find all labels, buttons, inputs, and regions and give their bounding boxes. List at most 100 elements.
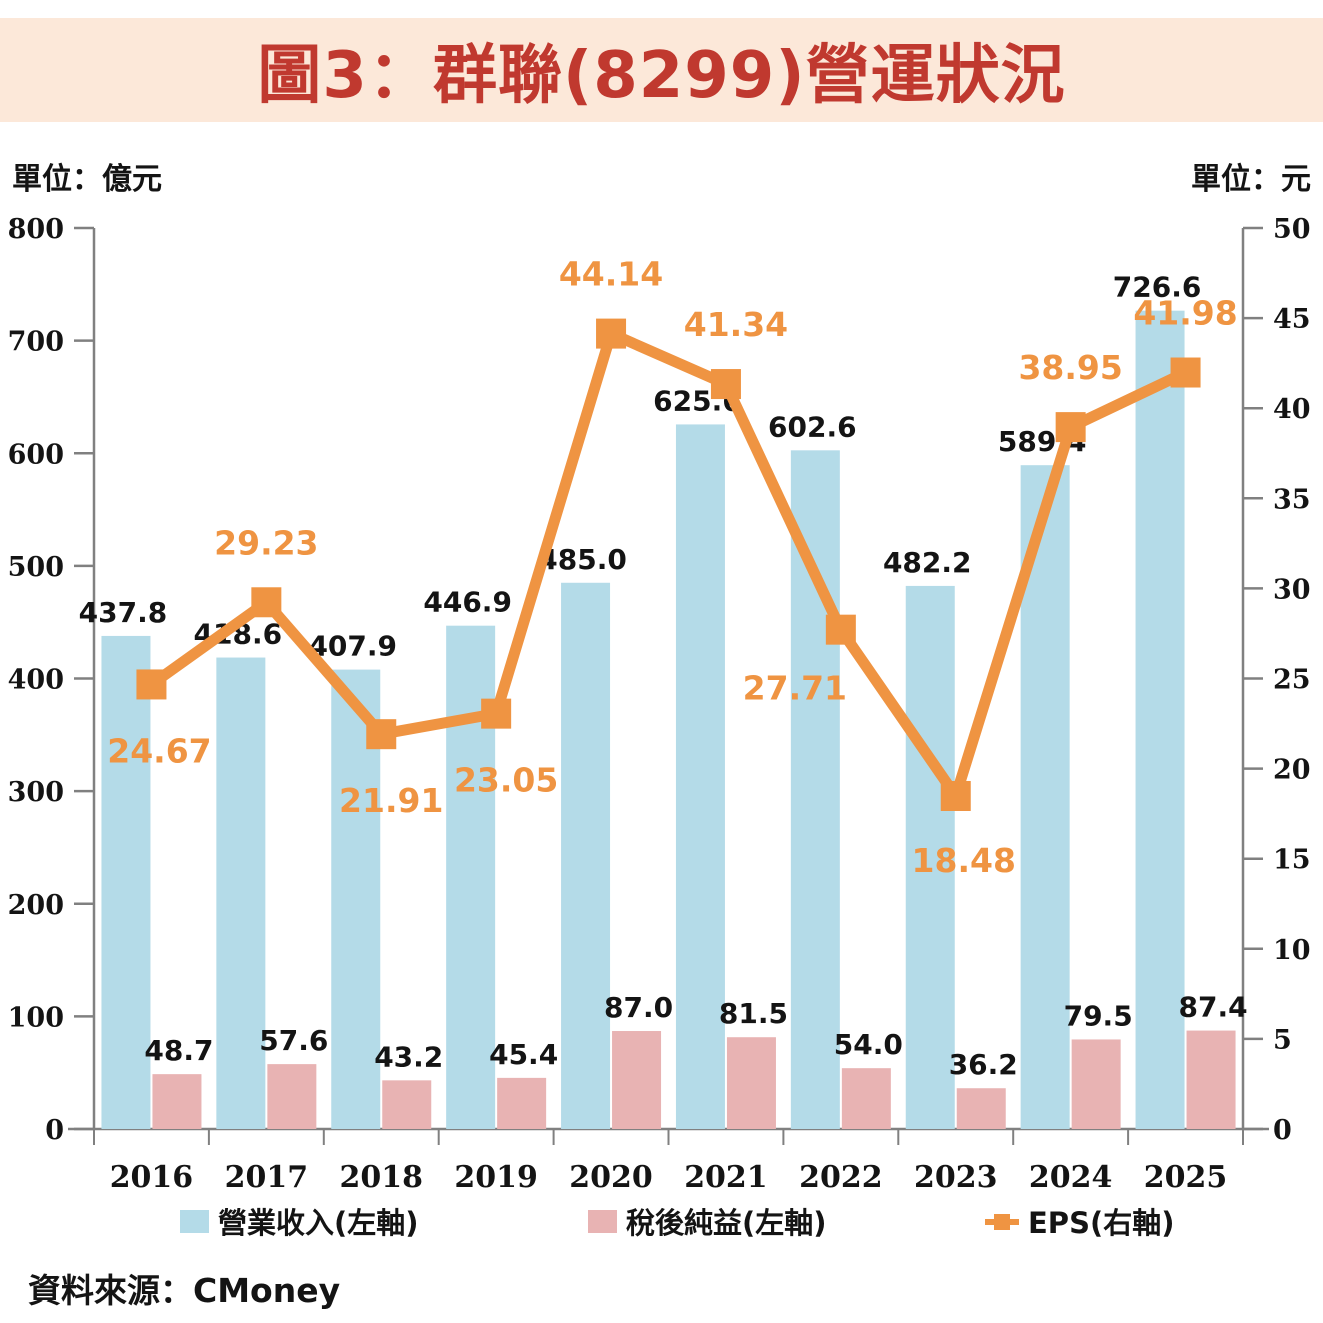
y-axis-tick-label: 800 bbox=[8, 214, 64, 245]
bar-revenue bbox=[905, 585, 955, 1129]
bar-label-revenue: 446.9 bbox=[423, 586, 512, 619]
eps-marker bbox=[136, 669, 167, 700]
y2-axis-tick-label: 30 bbox=[1273, 574, 1311, 605]
bar-revenue bbox=[101, 635, 151, 1129]
bar-revenue bbox=[561, 582, 611, 1129]
bar-netincome bbox=[841, 1068, 891, 1129]
bar-revenue bbox=[216, 657, 266, 1129]
x-axis-tick-label: 2017 bbox=[225, 1160, 309, 1195]
bar-label-revenue: 602.6 bbox=[768, 410, 857, 443]
bar-revenue bbox=[790, 450, 840, 1129]
legend-label-eps: EPS(右軸) bbox=[1028, 1206, 1175, 1240]
bar-label-revenue: 625.6 bbox=[653, 384, 742, 417]
bar-netincome bbox=[152, 1074, 202, 1129]
legend-item-eps[interactable]: EPS(右軸) bbox=[985, 1200, 1174, 1242]
y2-axis-tick-label: 40 bbox=[1273, 394, 1311, 425]
x-axis-tick-label: 2025 bbox=[1144, 1160, 1228, 1195]
bar-netincome bbox=[612, 1031, 662, 1129]
y2-axis-tick-label: 15 bbox=[1273, 845, 1311, 876]
y-axis-tick-label: 400 bbox=[8, 665, 64, 696]
bar-label-netincome: 87.0 bbox=[604, 991, 673, 1024]
bar-netincome bbox=[1071, 1039, 1121, 1129]
y2-axis-tick-label: 35 bbox=[1273, 484, 1311, 515]
bar-netincome bbox=[1186, 1030, 1236, 1129]
y2-axis-tick-label: 20 bbox=[1273, 755, 1311, 786]
bar-label-revenue: 418.6 bbox=[194, 618, 283, 651]
bar-label-netincome: 48.7 bbox=[144, 1034, 213, 1067]
right-axis-unit-label: 單位：元 bbox=[1191, 162, 1311, 197]
eps-marker bbox=[481, 698, 512, 729]
bar-revenue bbox=[675, 424, 725, 1130]
eps-value-label: 27.71 bbox=[743, 669, 847, 708]
eps-marker bbox=[251, 587, 282, 618]
eps-value-label: 44.14 bbox=[559, 255, 663, 294]
eps-marker bbox=[1170, 357, 1201, 388]
legend-swatch-netincome-icon bbox=[588, 1209, 617, 1233]
title-band bbox=[0, 18, 1323, 122]
bar-label-netincome: 79.5 bbox=[1064, 999, 1133, 1032]
x-axis-tick-label: 2023 bbox=[914, 1160, 998, 1195]
page-title: 圖3：群聯(8299)營運狀況 bbox=[257, 39, 1066, 113]
legend-item-netincome[interactable]: 稅後純益(左軸) bbox=[588, 1200, 827, 1242]
bar-label-netincome: 45.4 bbox=[489, 1038, 558, 1071]
x-axis-tick-label: 2022 bbox=[799, 1160, 883, 1195]
y-axis-tick-label: 100 bbox=[8, 1002, 64, 1033]
eps-value-label: 18.48 bbox=[912, 841, 1016, 880]
eps-marker bbox=[366, 719, 397, 750]
x-axis-tick-label: 2024 bbox=[1029, 1160, 1113, 1195]
bar-label-netincome: 54.0 bbox=[834, 1028, 903, 1061]
eps-value-label: 41.98 bbox=[1133, 294, 1237, 333]
bar-label-netincome: 81.5 bbox=[719, 997, 788, 1030]
eps-value-label: 21.91 bbox=[339, 781, 443, 820]
bar-netincome bbox=[726, 1037, 776, 1129]
bar-label-netincome: 43.2 bbox=[374, 1040, 443, 1073]
bar-netincome bbox=[497, 1077, 547, 1129]
eps-line bbox=[145, 328, 1192, 802]
x-axis-tick-label: 2020 bbox=[569, 1160, 653, 1195]
eps-value-label: 29.23 bbox=[214, 523, 318, 562]
bar-revenue bbox=[446, 625, 496, 1129]
legend-item-revenue[interactable]: 營業收入(左軸) bbox=[180, 1200, 419, 1242]
eps-marker bbox=[1055, 412, 1086, 443]
bar-label-revenue: 589.4 bbox=[998, 425, 1087, 458]
source-note: 資料來源：CMoney bbox=[28, 1271, 341, 1310]
bar-label-revenue: 482.2 bbox=[883, 546, 972, 579]
y-axis-tick-label: 700 bbox=[8, 327, 64, 358]
eps-marker bbox=[940, 780, 971, 811]
eps-value-label: 24.67 bbox=[107, 731, 211, 770]
y-axis-tick-label: 300 bbox=[8, 777, 64, 808]
eps-value-label: 38.95 bbox=[1018, 348, 1122, 387]
left-axis-unit-label: 單位：億元 bbox=[12, 162, 162, 197]
x-axis-tick-label: 2021 bbox=[684, 1160, 768, 1195]
y2-axis-tick-label: 50 bbox=[1273, 214, 1311, 245]
x-axis-tick-label: 2016 bbox=[110, 1160, 194, 1195]
y-axis-tick-label: 600 bbox=[8, 439, 64, 470]
eps-value-label: 41.34 bbox=[684, 305, 788, 344]
chart-legend: 營業收入(左軸) 稅後純益(左軸) EPS(右軸) bbox=[0, 1198, 1323, 1244]
bar-netincome bbox=[382, 1080, 432, 1129]
y2-axis-tick-label: 10 bbox=[1273, 935, 1311, 966]
x-axis-tick-label: 2019 bbox=[454, 1160, 538, 1195]
bar-label-revenue: 485.0 bbox=[538, 543, 627, 576]
eps-value-label: 23.05 bbox=[454, 761, 558, 800]
legend-swatch-revenue-icon bbox=[180, 1209, 209, 1233]
bar-revenue bbox=[1135, 310, 1185, 1129]
bar-revenue bbox=[1020, 465, 1070, 1130]
y-axis-tick-label: 200 bbox=[8, 890, 64, 921]
bar-label-netincome: 87.4 bbox=[1179, 991, 1248, 1024]
y2-axis-tick-label: 25 bbox=[1273, 665, 1311, 696]
eps-marker bbox=[710, 369, 741, 400]
x-axis-tick-label: 2018 bbox=[340, 1160, 424, 1195]
y2-axis-tick-label: 45 bbox=[1273, 304, 1311, 335]
bar-label-revenue: 726.6 bbox=[1113, 271, 1202, 304]
bar-label-netincome: 57.6 bbox=[259, 1024, 328, 1057]
y-axis-tick-label: 500 bbox=[8, 552, 64, 583]
y-axis-tick-label: 0 bbox=[45, 1115, 64, 1146]
bar-revenue bbox=[331, 669, 381, 1129]
bar-netincome bbox=[956, 1088, 1006, 1129]
legend-label-revenue: 營業收入(左軸) bbox=[218, 1206, 419, 1240]
bar-label-revenue: 437.8 bbox=[79, 596, 168, 629]
bar-netincome bbox=[267, 1064, 317, 1129]
